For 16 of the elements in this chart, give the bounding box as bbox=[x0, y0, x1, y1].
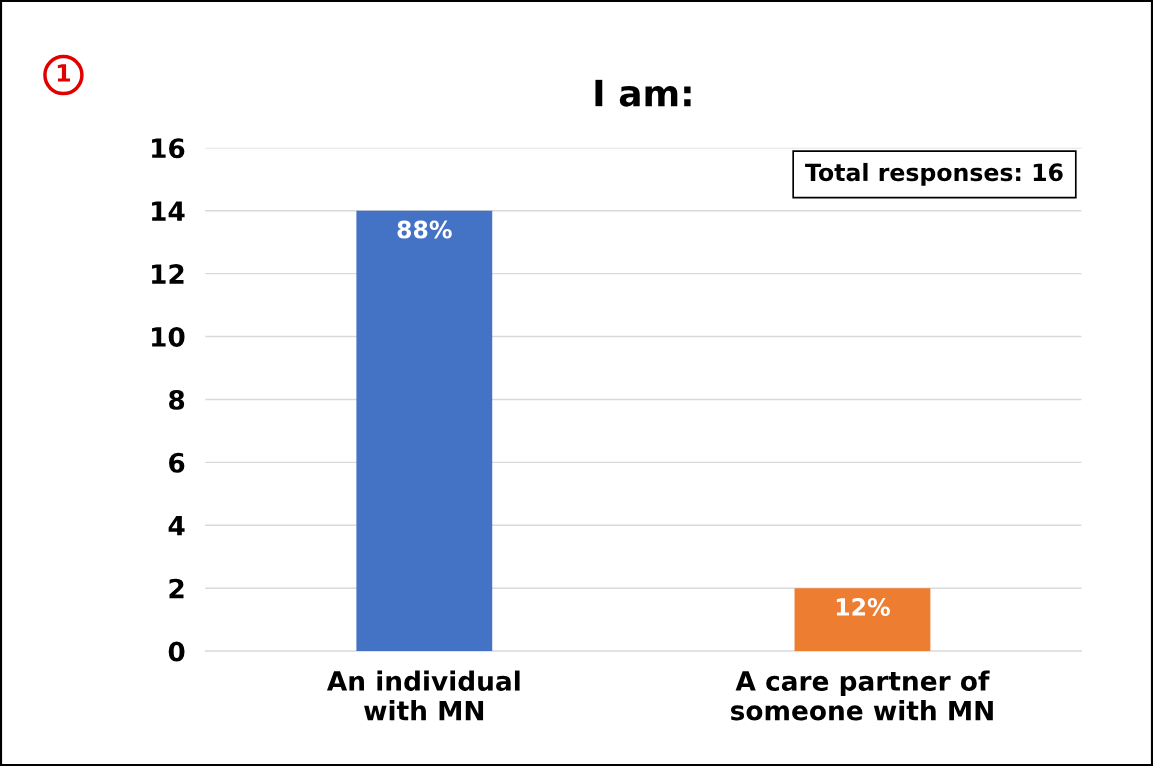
annotation: 88% bbox=[397, 220, 452, 239]
x-tick-label: An individual with MN bbox=[326, 670, 520, 721]
y-tick-label: 2 bbox=[169, 578, 184, 599]
y-tick-label: 8 bbox=[169, 389, 185, 410]
y-tick-label: 16 bbox=[152, 138, 185, 159]
text: 1 bbox=[57, 64, 71, 82]
y-tick-label: 14 bbox=[152, 201, 185, 221]
y-tick-label: 10 bbox=[152, 327, 185, 347]
y-tick-label: 0 bbox=[168, 641, 185, 662]
y-tick-label: 4 bbox=[168, 516, 185, 536]
annotation: Total responses: 16 bbox=[805, 162, 1063, 186]
chart-title: I am: bbox=[595, 79, 691, 107]
x-tick-label: A care partner of someone with MN bbox=[731, 670, 993, 721]
y-tick-label: 6 bbox=[169, 452, 185, 473]
annotation: 12% bbox=[836, 598, 890, 616]
y-tick-label: 12 bbox=[152, 264, 184, 284]
